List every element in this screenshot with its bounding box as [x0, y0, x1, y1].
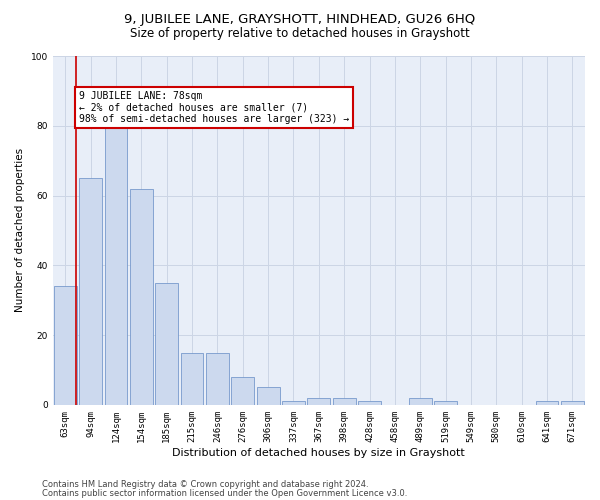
Text: 9, JUBILEE LANE, GRAYSHOTT, HINDHEAD, GU26 6HQ: 9, JUBILEE LANE, GRAYSHOTT, HINDHEAD, GU…: [124, 12, 476, 26]
Bar: [206, 352, 229, 405]
Bar: [307, 398, 330, 405]
Bar: [155, 282, 178, 405]
Bar: [104, 112, 127, 405]
Bar: [181, 352, 203, 405]
Bar: [54, 286, 77, 405]
Bar: [257, 388, 280, 405]
Bar: [561, 402, 584, 405]
Text: Contains public sector information licensed under the Open Government Licence v3: Contains public sector information licen…: [42, 489, 407, 498]
Text: 9 JUBILEE LANE: 78sqm
← 2% of detached houses are smaller (7)
98% of semi-detach: 9 JUBILEE LANE: 78sqm ← 2% of detached h…: [79, 91, 350, 124]
Bar: [333, 398, 356, 405]
Y-axis label: Number of detached properties: Number of detached properties: [15, 148, 25, 312]
Text: Size of property relative to detached houses in Grayshott: Size of property relative to detached ho…: [130, 28, 470, 40]
Bar: [434, 402, 457, 405]
X-axis label: Distribution of detached houses by size in Grayshott: Distribution of detached houses by size …: [172, 448, 465, 458]
Bar: [536, 402, 559, 405]
Bar: [232, 377, 254, 405]
Bar: [130, 188, 153, 405]
Bar: [358, 402, 381, 405]
Text: Contains HM Land Registry data © Crown copyright and database right 2024.: Contains HM Land Registry data © Crown c…: [42, 480, 368, 489]
Bar: [409, 398, 431, 405]
Bar: [282, 402, 305, 405]
Bar: [79, 178, 102, 405]
